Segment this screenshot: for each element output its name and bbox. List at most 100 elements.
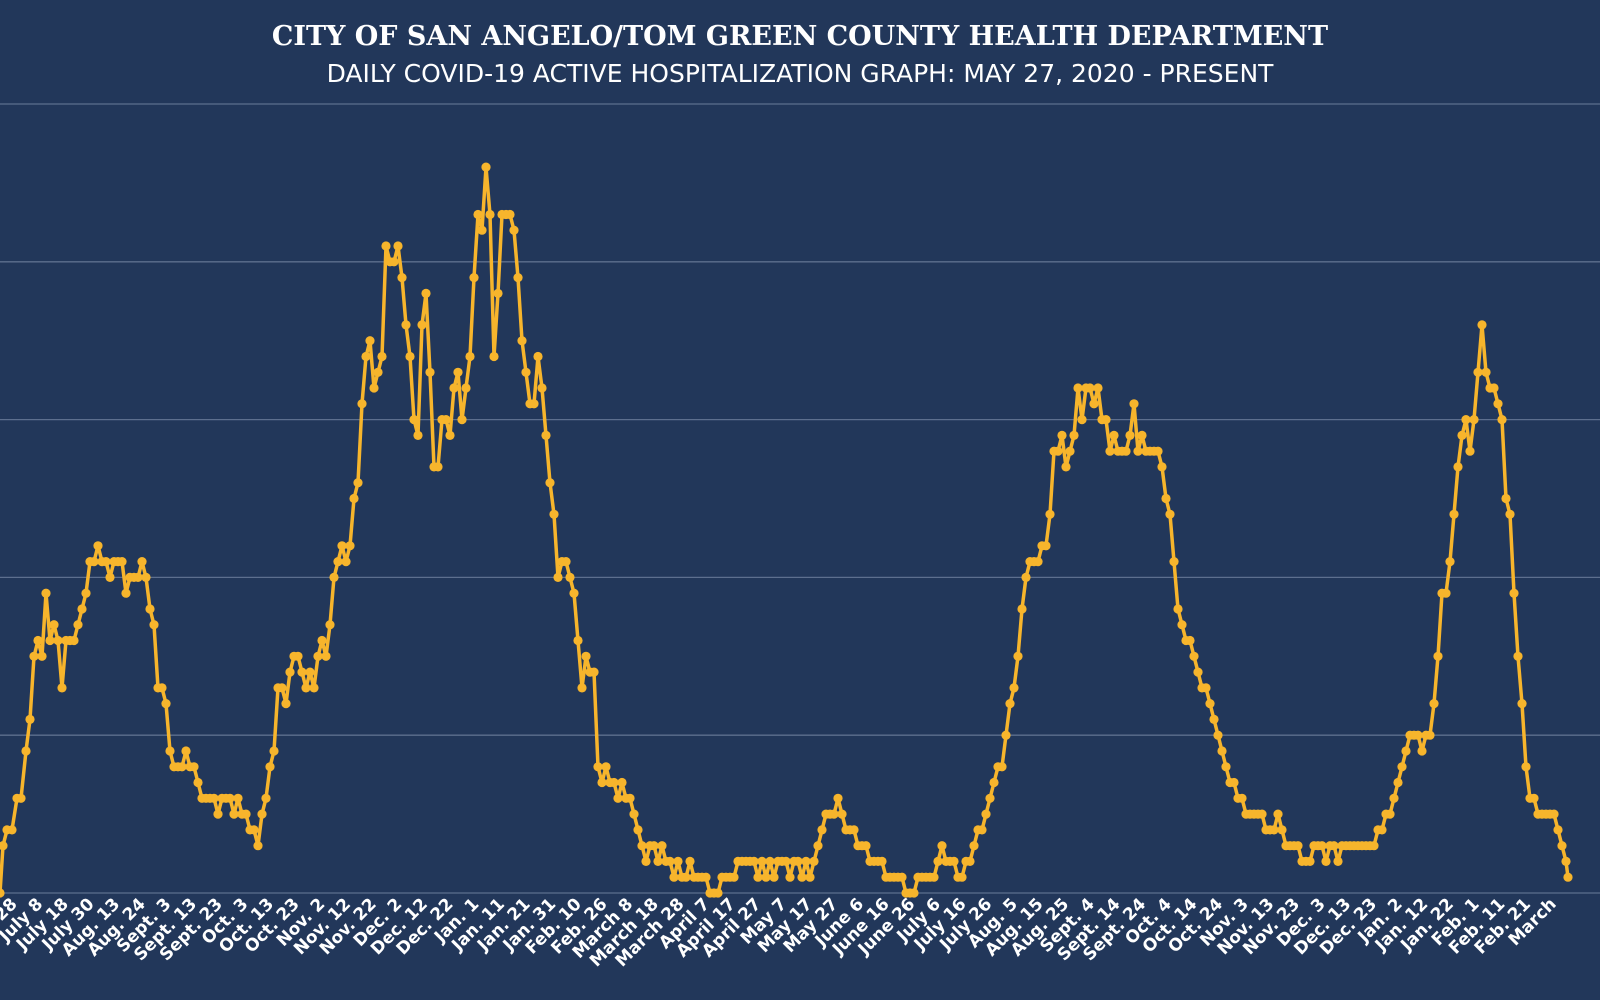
data-point: [361, 351, 371, 362]
data-point: [1385, 809, 1395, 819]
data-point: [637, 841, 647, 851]
data-point: [425, 367, 435, 377]
data-point: [321, 651, 331, 661]
data-point: [49, 620, 59, 630]
data-point: [545, 478, 555, 488]
data-point: [433, 462, 443, 472]
data-point: [1237, 793, 1247, 803]
data-point: [421, 288, 431, 298]
data-point: [749, 856, 759, 867]
data-point: [149, 620, 159, 630]
data-point: [1317, 841, 1327, 851]
data-point: [589, 667, 599, 677]
data-point: [1257, 809, 1267, 819]
data-point: [681, 872, 691, 882]
data-point: [957, 872, 967, 882]
data-point: [1377, 825, 1387, 835]
data-point: [1453, 462, 1463, 472]
data-point: [481, 162, 491, 172]
data-point: [1009, 683, 1019, 693]
data-point: [1563, 872, 1573, 882]
data-point: [405, 351, 415, 362]
data-point: [649, 841, 659, 851]
data-point: [325, 620, 335, 630]
data-point: [21, 746, 31, 756]
data-point: [1101, 415, 1111, 425]
data-point: [1477, 320, 1487, 330]
data-point: [633, 825, 643, 835]
data-point: [1417, 746, 1427, 756]
data-point: [629, 809, 639, 819]
data-point: [861, 841, 871, 851]
data-point: [833, 793, 843, 803]
data-point: [897, 872, 907, 882]
data-point: [1189, 651, 1199, 661]
data-point: [1169, 557, 1179, 567]
data-point: [561, 557, 571, 567]
data-point: [1489, 383, 1499, 393]
data-point: [837, 809, 847, 819]
data-point: [553, 572, 563, 583]
chart-title: CITY OF SAN ANGELO/TOM GREEN COUNTY HEAL…: [272, 21, 1328, 52]
data-point: [281, 699, 291, 709]
data-point: [1557, 841, 1567, 851]
data-point: [1041, 541, 1051, 551]
data-point: [305, 667, 315, 677]
data-point: [753, 872, 763, 882]
data-point: [29, 651, 39, 661]
data-point: [25, 714, 35, 725]
data-point: [1329, 841, 1339, 851]
data-point: [1401, 746, 1411, 756]
data-point: [313, 651, 323, 661]
data-point: [761, 872, 771, 882]
data-point: [397, 273, 407, 283]
data-point: [345, 541, 355, 551]
data-point: [609, 777, 619, 788]
data-point: [365, 336, 375, 346]
data-point: [1465, 446, 1475, 456]
data-point: [653, 856, 663, 867]
data-point: [1017, 604, 1027, 614]
data-point: [673, 856, 683, 867]
data-point: [1129, 399, 1139, 409]
data-point: [1513, 651, 1523, 661]
chart-subtitle: DAILY COVID-19 ACTIVE HOSPITALIZATION GR…: [327, 59, 1275, 88]
data-point: [1321, 856, 1331, 867]
data-point: [181, 746, 191, 756]
data-point: [1393, 777, 1403, 788]
data-point: [1457, 430, 1467, 440]
data-point: [57, 683, 67, 693]
data-point: [449, 383, 459, 393]
data-point: [409, 415, 419, 425]
data-point: [1517, 699, 1527, 709]
data-point: [89, 557, 99, 567]
data-point: [1413, 730, 1423, 740]
data-point: [1273, 809, 1283, 819]
data-point: [1109, 430, 1119, 440]
data-point: [229, 809, 239, 819]
data-point: [389, 257, 399, 267]
data-point: [213, 809, 223, 819]
data-point: [73, 620, 83, 630]
data-point: [549, 509, 559, 519]
data-point: [1185, 635, 1195, 646]
data-point: [1433, 651, 1443, 661]
data-point: [349, 493, 359, 504]
data-point: [1445, 557, 1455, 567]
data-point: [529, 399, 539, 409]
data-point: [285, 667, 295, 677]
data-point: [1481, 367, 1491, 377]
data-point: [493, 288, 503, 298]
data-point: [333, 557, 343, 567]
data-point: [77, 604, 87, 614]
data-point: [569, 588, 579, 598]
data-point: [301, 683, 311, 693]
data-point: [625, 793, 635, 803]
data-point: [257, 809, 267, 819]
gridlines: [0, 103, 1600, 894]
data-point: [7, 825, 17, 835]
data-point: [393, 241, 403, 251]
data-point: [1105, 446, 1115, 456]
data-point: [293, 651, 303, 661]
data-point: [1561, 856, 1571, 867]
